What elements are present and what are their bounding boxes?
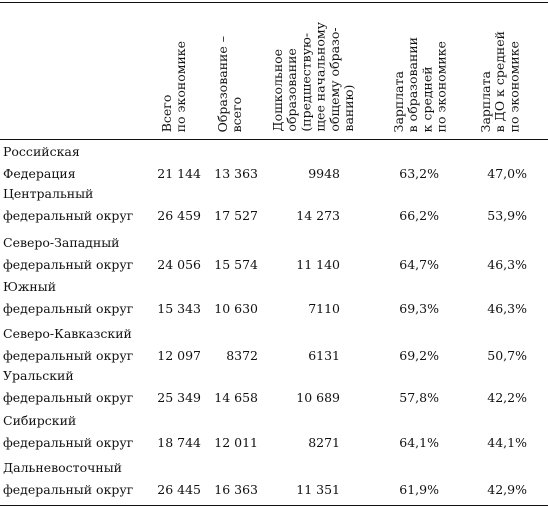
cell-edu-ratio: 64,1% [399, 435, 439, 450]
region-name-line2: федеральный округ [3, 482, 134, 497]
cell-preschool: 11 351 [296, 482, 340, 497]
region-name-line2: федеральный округ [3, 435, 134, 450]
cell-preschool: 7110 [308, 301, 340, 316]
cell-education: 13 363 [214, 166, 258, 181]
cell-pre-ratio: 50,7% [487, 348, 527, 363]
cell-preschool: 6131 [308, 348, 340, 363]
region-name: Уральский [3, 368, 74, 383]
cell-edu-ratio: 69,3% [399, 301, 439, 316]
cell-preschool: 14 273 [296, 208, 340, 223]
cell-preschool: 9948 [308, 166, 340, 181]
cell-preschool: 10 689 [296, 390, 340, 405]
header-pre-ratio: Зарплата в ДО к средней по экономике [478, 30, 522, 132]
cell-edu-ratio: 64,7% [399, 257, 439, 272]
region-name-line2: федеральный округ [3, 208, 134, 223]
region-name-line2: Федерация [3, 166, 76, 181]
cell-edu-ratio: 61,9% [399, 482, 439, 497]
cell-preschool: 11 140 [296, 257, 340, 272]
header-rule [0, 139, 548, 140]
cell-total: 26 445 [157, 482, 201, 497]
header-education: Образование – всего [215, 35, 245, 132]
cell-total: 26 459 [157, 208, 201, 223]
region-name: Сибирский [3, 413, 77, 428]
table-bottom-rule [0, 505, 548, 506]
cell-education: 16 363 [214, 482, 258, 497]
cell-total: 18 744 [157, 435, 201, 450]
cell-pre-ratio: 53,9% [487, 208, 527, 223]
cell-education: 10 630 [214, 301, 258, 316]
cell-education: 15 574 [214, 257, 258, 272]
region-name: Российская [3, 144, 80, 159]
region-name: Северо-Кавказский [3, 326, 132, 341]
cell-education: 8372 [226, 348, 258, 363]
region-name: Северо-Западный [3, 235, 120, 250]
cell-total: 12 097 [157, 348, 201, 363]
region-name: Южный [3, 279, 57, 294]
region-name: Дальневосточный [3, 460, 122, 475]
cell-pre-ratio: 47,0% [487, 166, 527, 181]
cell-education: 17 527 [214, 208, 258, 223]
cell-total: 24 056 [157, 257, 201, 272]
cell-education: 12 011 [214, 435, 258, 450]
cell-edu-ratio: 69,2% [399, 348, 439, 363]
cell-pre-ratio: 46,3% [487, 257, 527, 272]
cell-edu-ratio: 57,8% [399, 390, 439, 405]
cell-preschool: 8271 [308, 435, 340, 450]
region-name: Центральный [3, 186, 94, 201]
region-name-line2: федеральный округ [3, 390, 134, 405]
cell-total: 25 349 [157, 390, 201, 405]
cell-pre-ratio: 44,1% [487, 435, 527, 450]
cell-pre-ratio: 46,3% [487, 301, 527, 316]
header-preschool: Дошкольное образование (предшествую- щее… [270, 22, 357, 132]
cell-total: 21 144 [157, 166, 201, 181]
cell-total: 15 343 [157, 301, 201, 316]
region-name-line2: федеральный округ [3, 348, 134, 363]
cell-edu-ratio: 66,2% [399, 208, 439, 223]
header-edu-ratio: Зарплата в образовании к средней по экон… [391, 36, 449, 132]
cell-education: 14 658 [214, 390, 258, 405]
cell-pre-ratio: 42,9% [487, 482, 527, 497]
table-top-rule [0, 2, 548, 3]
cell-edu-ratio: 63,2% [399, 166, 439, 181]
header-total: Всего по экономике [159, 40, 189, 132]
region-name-line2: федеральный округ [3, 301, 134, 316]
cell-pre-ratio: 42,2% [487, 390, 527, 405]
region-name-line2: федеральный округ [3, 257, 134, 272]
